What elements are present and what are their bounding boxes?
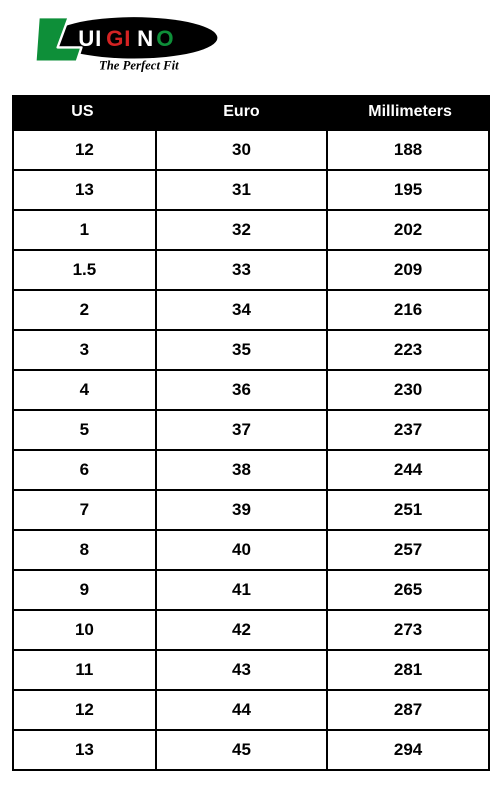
table-row: 1230188 — [13, 130, 489, 170]
table-cell: 41 — [156, 570, 327, 610]
table-cell: 209 — [327, 250, 489, 290]
table-cell: 33 — [156, 250, 327, 290]
table-cell: 9 — [13, 570, 156, 610]
table-cell: 4 — [13, 370, 156, 410]
table-row: 739251 — [13, 490, 489, 530]
table-cell: 13 — [13, 170, 156, 210]
table-row: 1331195 — [13, 170, 489, 210]
table-cell: 35 — [156, 330, 327, 370]
table-row: 941265 — [13, 570, 489, 610]
table-row: 234216 — [13, 290, 489, 330]
table-cell: 244 — [327, 450, 489, 490]
brand-tagline: The Perfect Fit — [99, 59, 179, 73]
table-cell: 43 — [156, 650, 327, 690]
table-cell: 2 — [13, 290, 156, 330]
table-cell: 223 — [327, 330, 489, 370]
table-cell: 13 — [13, 730, 156, 770]
table-row: 1244287 — [13, 690, 489, 730]
table-cell: 6 — [13, 450, 156, 490]
table-cell: 36 — [156, 370, 327, 410]
table-cell: 45 — [156, 730, 327, 770]
table-cell: 31 — [156, 170, 327, 210]
table-cell: 37 — [156, 410, 327, 450]
table-cell: 5 — [13, 410, 156, 450]
svg-text:UI: UI — [78, 26, 102, 51]
table-cell: 34 — [156, 290, 327, 330]
table-cell: 10 — [13, 610, 156, 650]
table-cell: 42 — [156, 610, 327, 650]
column-header-mm: Millimeters — [327, 96, 489, 130]
table-cell: 237 — [327, 410, 489, 450]
table-row: 537237 — [13, 410, 489, 450]
table-header: US Euro Millimeters — [13, 96, 489, 130]
svg-text:N: N — [137, 26, 154, 51]
table-cell: 12 — [13, 690, 156, 730]
table-cell: 281 — [327, 650, 489, 690]
table-row: 638244 — [13, 450, 489, 490]
table-cell: 32 — [156, 210, 327, 250]
svg-text:GI: GI — [106, 26, 131, 51]
table-row: 335223 — [13, 330, 489, 370]
table-cell: 3 — [13, 330, 156, 370]
table-cell: 188 — [327, 130, 489, 170]
brand-logo: UI GI N O The Perfect Fit — [12, 10, 490, 95]
table-cell: 257 — [327, 530, 489, 570]
table-cell: 40 — [156, 530, 327, 570]
table-row: 1042273 — [13, 610, 489, 650]
table-cell: 8 — [13, 530, 156, 570]
table-row: 436230 — [13, 370, 489, 410]
table-cell: 38 — [156, 450, 327, 490]
table-cell: 265 — [327, 570, 489, 610]
table-cell: 11 — [13, 650, 156, 690]
table-row: 1143281 — [13, 650, 489, 690]
table-row: 1345294 — [13, 730, 489, 770]
size-chart-table: US Euro Millimeters 12301881331195132202… — [12, 95, 490, 771]
table-cell: 1.5 — [13, 250, 156, 290]
table-cell: 44 — [156, 690, 327, 730]
luigino-logo-icon: UI GI N O The Perfect Fit — [30, 14, 222, 76]
table-cell: 251 — [327, 490, 489, 530]
table-row: 1.533209 — [13, 250, 489, 290]
table-cell: 12 — [13, 130, 156, 170]
column-header-us: US — [13, 96, 156, 130]
table-row: 132202 — [13, 210, 489, 250]
table-cell: 30 — [156, 130, 327, 170]
table-cell: 287 — [327, 690, 489, 730]
table-cell: 195 — [327, 170, 489, 210]
table-cell: 294 — [327, 730, 489, 770]
table-cell: 216 — [327, 290, 489, 330]
table-cell: 7 — [13, 490, 156, 530]
table-body: 123018813311951322021.533209234216335223… — [13, 130, 489, 770]
column-header-euro: Euro — [156, 96, 327, 130]
table-cell: 1 — [13, 210, 156, 250]
table-cell: 230 — [327, 370, 489, 410]
table-row: 840257 — [13, 530, 489, 570]
table-cell: 273 — [327, 610, 489, 650]
page: UI GI N O The Perfect Fit US Euro Millim… — [0, 0, 502, 791]
table-cell: 202 — [327, 210, 489, 250]
svg-text:O: O — [156, 26, 174, 51]
table-cell: 39 — [156, 490, 327, 530]
